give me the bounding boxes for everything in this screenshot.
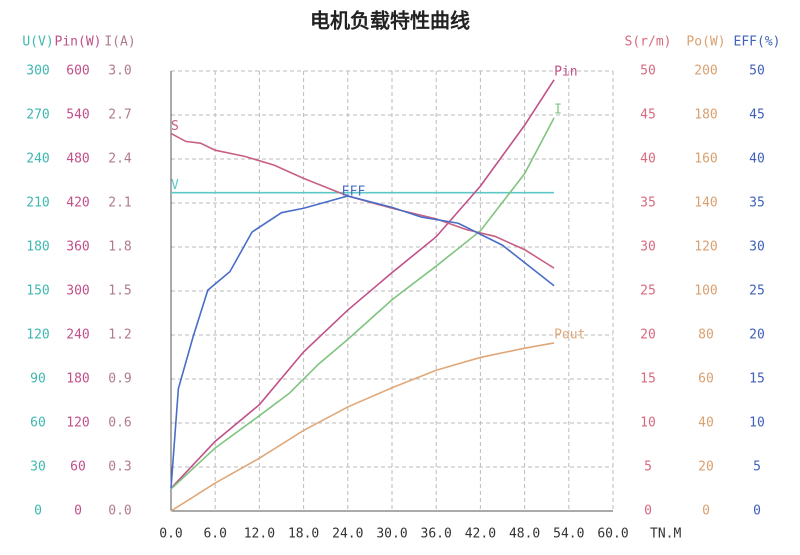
y-tick-label: 0.3 [108, 460, 131, 475]
x-tick-label: 60.0 [597, 527, 628, 542]
y-tick-label: 20 [698, 460, 714, 475]
y-tick-label: 15 [640, 372, 656, 387]
series-label: V [171, 178, 179, 193]
axis-label: Pin(W) [55, 35, 102, 50]
y-tick-label: 3.0 [108, 64, 131, 79]
y-tick-label: 120 [26, 328, 49, 343]
x-tick-label: 42.0 [465, 527, 496, 542]
series-label: EFF [342, 184, 366, 199]
y-tick-label: 30 [30, 460, 46, 475]
y-tick-label: 60 [698, 372, 714, 387]
y-tick-label: 240 [66, 328, 89, 343]
y-tick-label: 0.9 [108, 372, 131, 387]
y-tick-label: 2.7 [108, 108, 131, 123]
y-tick-label: 50 [640, 64, 656, 79]
x-tick-label: 6.0 [203, 527, 226, 542]
y-tick-label: 25 [640, 284, 656, 299]
y-tick-label: 0.0 [108, 504, 131, 519]
axis-label: I(A) [104, 35, 135, 50]
y-tick-label: 1.8 [108, 240, 131, 255]
y-tick-label: 0 [753, 504, 761, 519]
y-tick-label: 200 [694, 64, 717, 79]
y-tick-label: 5 [753, 460, 761, 475]
y-tick-label: 2.4 [108, 152, 132, 167]
y-tick-label: 25 [749, 284, 765, 299]
y-tick-label: 0 [34, 504, 42, 519]
y-tick-label: 480 [66, 152, 89, 167]
axis-label: Po(W) [686, 35, 725, 50]
series-line [170, 132, 555, 269]
y-tick-label: 5 [644, 460, 652, 475]
y-tick-label: 180 [66, 372, 89, 387]
series-label: I [554, 102, 562, 117]
series-label: Pout [554, 327, 585, 342]
y-tick-label: 0 [702, 504, 710, 519]
y-tick-label: 0.6 [108, 416, 131, 431]
y-tick-label: 1.5 [108, 284, 131, 299]
axis-label: U(V) [22, 35, 53, 50]
x-tick-label: 48.0 [509, 527, 540, 542]
y-tick-label: 1.2 [108, 328, 131, 343]
y-tick-label: 60 [70, 460, 86, 475]
chart-title: 电机负载特性曲线 [310, 9, 470, 33]
x-tick-label: 12.0 [244, 527, 275, 542]
series-line [170, 342, 555, 512]
y-tick-label: 100 [694, 284, 717, 299]
y-tick-label: 35 [640, 196, 656, 211]
y-tick-label: 160 [694, 152, 717, 167]
x-tick-label: 0.0 [159, 527, 182, 542]
y-tick-label: 80 [698, 328, 714, 343]
y-tick-label: 120 [66, 416, 89, 431]
y-tick-label: 210 [26, 196, 49, 211]
x-tick-label: 24.0 [332, 527, 363, 542]
y-tick-label: 360 [66, 240, 89, 255]
y-tick-label: 60 [30, 416, 46, 431]
y-tick-label: 600 [66, 64, 89, 79]
series-label: Pin [554, 64, 577, 79]
x-tick-label: 30.0 [376, 527, 407, 542]
y-tick-label: 240 [26, 152, 49, 167]
y-tick-label: 20 [749, 328, 765, 343]
y-tick-label: 180 [26, 240, 49, 255]
x-axis-label: TN.M [650, 527, 681, 542]
series-label: S [171, 119, 179, 134]
y-tick-label: 40 [749, 152, 765, 167]
y-tick-label: 10 [640, 416, 656, 431]
y-tick-label: 140 [694, 196, 717, 211]
y-tick-label: 150 [26, 284, 49, 299]
y-tick-label: 420 [66, 196, 89, 211]
y-tick-label: 90 [30, 372, 46, 387]
y-tick-label: 40 [640, 152, 656, 167]
y-tick-label: 180 [694, 108, 717, 123]
series-line [170, 195, 555, 489]
y-tick-label: 120 [694, 240, 717, 255]
x-tick-label: 54.0 [553, 527, 584, 542]
y-tick-label: 20 [640, 328, 656, 343]
y-tick-label: 15 [749, 372, 765, 387]
y-tick-label: 0 [74, 504, 82, 519]
y-tick-label: 30 [640, 240, 656, 255]
axis-label: S(r/m) [625, 35, 672, 50]
y-tick-label: 50 [749, 64, 765, 79]
y-tick-label: 0 [644, 504, 652, 519]
y-tick-label: 40 [698, 416, 714, 431]
axis-label: EFF(%) [734, 35, 781, 50]
y-tick-label: 35 [749, 196, 765, 211]
y-tick-label: 45 [640, 108, 656, 123]
x-tick-label: 18.0 [288, 527, 319, 542]
y-tick-label: 300 [66, 284, 89, 299]
series-line [170, 117, 555, 490]
y-tick-label: 30 [749, 240, 765, 255]
y-tick-label: 270 [26, 108, 49, 123]
y-tick-label: 540 [66, 108, 89, 123]
x-tick-label: 36.0 [421, 527, 452, 542]
y-tick-label: 300 [26, 64, 49, 79]
y-tick-label: 10 [749, 416, 765, 431]
series-line [170, 79, 555, 489]
y-tick-label: 2.1 [108, 196, 131, 211]
y-tick-label: 45 [749, 108, 765, 123]
